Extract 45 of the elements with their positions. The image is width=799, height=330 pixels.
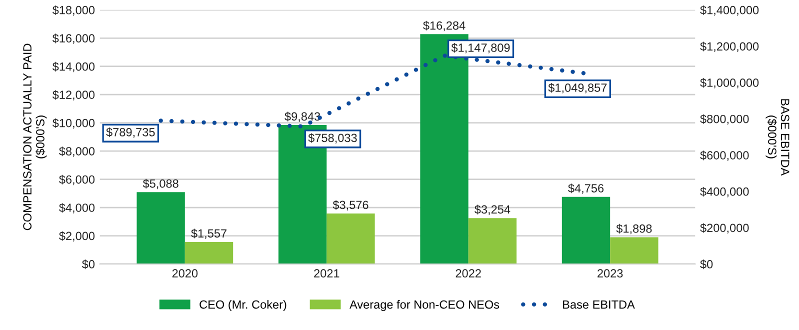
y2-tick-label: $200,000 bbox=[700, 223, 749, 234]
legend-label: Average for Non-CEO NEOs bbox=[350, 300, 500, 312]
legend-label: Base EBITDA bbox=[563, 300, 635, 309]
data-label: $4,756 bbox=[568, 184, 604, 194]
x-tick-label: 2020 bbox=[172, 269, 198, 278]
bar bbox=[562, 196, 610, 264]
x-tick-label: 2022 bbox=[456, 269, 481, 278]
y-tick-label: $2,000 bbox=[59, 231, 95, 242]
y2-tick-label: $0 bbox=[700, 260, 713, 270]
y2-axis-title: BASE EBITDA ($000'S) bbox=[766, 99, 790, 176]
y2-tick-label: $1,200,000 bbox=[700, 42, 759, 52]
y2-tick-label: $400,000 bbox=[700, 186, 749, 198]
data-label: $3,254 bbox=[474, 204, 510, 216]
x-tick-label: 2021 bbox=[314, 269, 340, 278]
y-tick-label: $0 bbox=[82, 260, 95, 270]
bar bbox=[610, 237, 658, 264]
data-label: $1,557 bbox=[191, 228, 226, 239]
y2-tick-label: $1,000,000 bbox=[700, 78, 759, 88]
legend-label: CEO (Mr. Coker) bbox=[200, 300, 286, 312]
y2-tick-label: $800,000 bbox=[700, 114, 749, 125]
y2-tick-label: $1,400,000 bbox=[700, 5, 759, 16]
x-tick-label: 2023 bbox=[598, 269, 623, 278]
y-tick-label: $18,000 bbox=[52, 5, 95, 16]
y-tick-label: $14,000 bbox=[52, 62, 95, 72]
data-label: $1,147,809 bbox=[451, 43, 510, 54]
data-label: $5,088 bbox=[142, 178, 178, 190]
y-tick-label: $10,000 bbox=[52, 118, 95, 129]
bar bbox=[136, 192, 185, 264]
data-label: $1,049,857 bbox=[548, 83, 607, 94]
bar bbox=[184, 242, 234, 264]
data-label: $16,284 bbox=[423, 20, 466, 32]
bar bbox=[326, 214, 375, 264]
data-label: $3,576 bbox=[332, 200, 368, 210]
data-label: $1,898 bbox=[616, 224, 652, 234]
y-tick-label: $6,000 bbox=[59, 174, 95, 186]
data-label: $9,843 bbox=[284, 112, 320, 122]
y-tick-label: $4,000 bbox=[59, 203, 95, 214]
y-tick-label: $16,000 bbox=[52, 34, 95, 44]
y-axis-title: COMPENSATION ACTUALLY PAID ($000'S) bbox=[23, 44, 47, 230]
bar bbox=[468, 218, 517, 264]
data-label: $758,033 bbox=[308, 133, 357, 144]
y-tick-label: $8,000 bbox=[59, 146, 95, 157]
data-label: $789,735 bbox=[106, 127, 155, 138]
y-tick-label: $12,000 bbox=[52, 90, 95, 100]
y2-tick-label: $600,000 bbox=[700, 150, 749, 161]
